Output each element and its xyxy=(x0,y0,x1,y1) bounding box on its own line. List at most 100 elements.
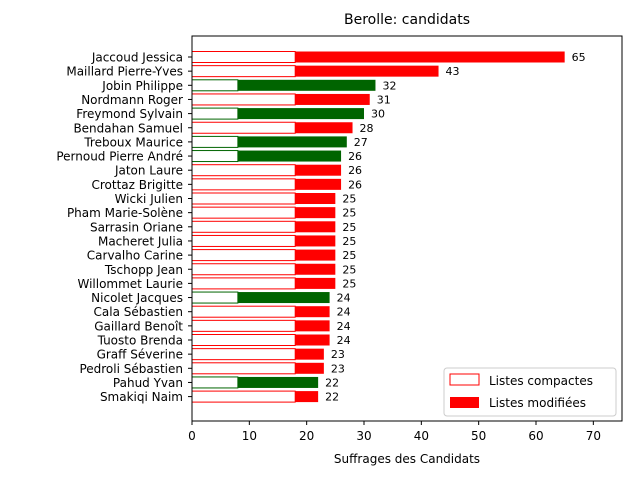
data-label: 24 xyxy=(337,320,351,333)
y-tick-label: Jaton Laure xyxy=(114,164,183,178)
x-tick-label: 50 xyxy=(471,429,486,443)
y-tick-label: Jobin Philippe xyxy=(101,79,183,93)
data-label: 23 xyxy=(331,348,345,361)
legend-swatch-modifiees xyxy=(450,397,479,408)
bar-compact xyxy=(191,107,239,120)
bar-modified xyxy=(295,122,353,134)
data-label: 24 xyxy=(337,306,351,319)
bar-compact xyxy=(191,305,296,318)
data-label: 22 xyxy=(325,391,339,404)
bar-modified xyxy=(295,164,342,176)
bar-compact xyxy=(191,234,296,247)
y-tick-label: Cala Sébastien xyxy=(94,305,183,319)
bar-compact xyxy=(191,390,296,403)
bar-compact xyxy=(191,348,296,361)
bar-modified xyxy=(237,150,342,162)
x-tick-label: 10 xyxy=(242,429,257,443)
bar-compact xyxy=(191,178,296,191)
data-label: 65 xyxy=(572,51,586,64)
y-tick-label: Sarrasin Oriane xyxy=(90,220,183,234)
bar-modified xyxy=(295,249,336,261)
bar-compact xyxy=(191,277,296,290)
x-tick-label: 40 xyxy=(414,429,429,443)
y-tick-label: Tschopp Jean xyxy=(104,263,183,277)
y-tick-label: Pedroli Sébastien xyxy=(79,362,183,376)
y-tick-label: Wicki Julien xyxy=(115,192,183,206)
data-label: 43 xyxy=(446,65,460,78)
bar-modified xyxy=(295,391,319,403)
x-tick-label: 30 xyxy=(356,429,371,443)
bar-modified xyxy=(295,277,336,289)
data-label: 27 xyxy=(354,136,368,149)
bar-compact xyxy=(191,164,296,177)
bar-modified xyxy=(237,136,347,148)
bar-modified xyxy=(295,263,336,275)
bar-modified xyxy=(237,376,319,388)
data-label: 25 xyxy=(342,235,356,248)
bar-compact xyxy=(191,79,239,92)
y-tick-label: Nordmann Roger xyxy=(81,93,183,107)
bar-modified xyxy=(295,65,439,77)
bar-modified xyxy=(295,178,342,190)
y-tick-label: Carvalho Carine xyxy=(87,249,183,263)
y-tick-label: Pernoud Pierre André xyxy=(56,150,183,164)
y-tick-label: Macheret Julia xyxy=(98,234,183,248)
axes-layer: 0 10 20 30 40 50 60 70 xyxy=(188,35,623,443)
bar-modified xyxy=(295,221,336,233)
labels-layer: 65 Jaccoud Jessica 43 Maillard Pierre-Yves 3… xyxy=(56,51,585,405)
y-tick-label: Nicolet Jacques xyxy=(91,291,183,305)
x-tick-label: 0 xyxy=(188,429,196,443)
bar-compact xyxy=(191,249,296,262)
bar-modified xyxy=(295,207,336,219)
bar-modified xyxy=(295,235,336,247)
bar-compact xyxy=(191,65,296,78)
y-tick-label: Crottaz Brigitte xyxy=(91,178,183,192)
y-tick-label: Graff Séverine xyxy=(97,348,183,362)
y-tick-label: Pahud Yvan xyxy=(113,376,183,390)
bar-compact xyxy=(191,121,296,134)
bar-compact xyxy=(191,206,296,219)
bar-compact xyxy=(191,291,239,304)
data-label: 26 xyxy=(348,178,362,191)
x-tick-label: 70 xyxy=(586,429,601,443)
bar-compact xyxy=(191,150,239,163)
data-label: 31 xyxy=(377,93,391,106)
y-tick-label: Gaillard Benoît xyxy=(94,319,183,333)
bar-compact xyxy=(191,263,296,276)
bar-modified xyxy=(237,79,376,91)
data-label: 32 xyxy=(382,79,396,92)
data-label: 24 xyxy=(337,292,351,305)
data-label: 25 xyxy=(342,207,356,220)
bar-modified xyxy=(295,348,324,360)
y-tick-label: Willommet Laurie xyxy=(77,277,183,291)
plot-frame xyxy=(191,35,623,422)
bar-modified xyxy=(295,193,336,204)
bar-modified xyxy=(237,108,364,120)
x-axis-label: Suffrages des Candidats xyxy=(334,452,480,466)
y-tick-label: Maillard Pierre-Yves xyxy=(66,65,183,79)
bar-modified xyxy=(295,306,330,318)
data-label: 26 xyxy=(348,164,362,177)
legend-frame xyxy=(443,367,617,417)
bar-modified xyxy=(295,362,324,374)
data-label: 25 xyxy=(342,263,356,276)
bar-compact xyxy=(191,362,296,375)
legend-swatch-compactes xyxy=(449,373,480,386)
y-tick-label: Treboux Maurice xyxy=(83,135,183,149)
bar-compact xyxy=(191,334,296,346)
y-tick-label: Smakiqi Naim xyxy=(100,390,183,404)
data-label: 28 xyxy=(360,122,374,135)
legend-label-modifiees: Listes modifiées xyxy=(489,396,586,410)
bar-compact xyxy=(191,220,296,233)
legend: Listes compactes Listes modifiées xyxy=(443,367,617,417)
x-tick-label: 20 xyxy=(299,429,314,443)
y-tick-label: Freymond Sylvain xyxy=(76,107,183,121)
bar-modified xyxy=(295,51,565,63)
bar-compact xyxy=(191,51,296,63)
y-tick-label: Tuosto Brenda xyxy=(97,334,183,348)
data-label: 25 xyxy=(342,277,356,290)
data-label: 30 xyxy=(371,108,385,121)
bars-layer xyxy=(191,51,565,403)
bar-modified xyxy=(237,292,330,304)
bar-modified xyxy=(295,334,330,346)
